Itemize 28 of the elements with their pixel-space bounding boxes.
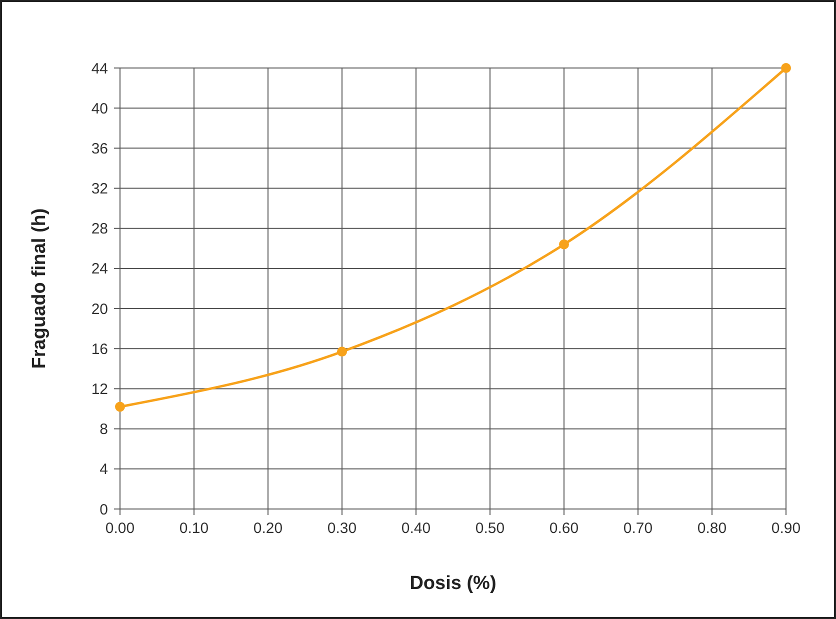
y-tick-label: 20 xyxy=(91,300,108,318)
y-tick-label: 24 xyxy=(91,260,108,278)
y-tick-label: 32 xyxy=(91,180,108,198)
x-tick-label: 0.10 xyxy=(179,520,209,537)
x-tick-label: 0.70 xyxy=(623,520,653,537)
y-tick-label: 4 xyxy=(100,461,108,478)
x-tick-label: 0.90 xyxy=(771,520,801,537)
y-axis-title: Fraguado final (h) xyxy=(29,208,50,369)
point xyxy=(115,402,125,412)
x-tick-label: 0.40 xyxy=(401,520,431,537)
point xyxy=(559,239,569,250)
point xyxy=(337,346,347,357)
y-tick-label: 16 xyxy=(91,340,108,358)
y-tick-label: 0 xyxy=(100,501,108,518)
x-tick-label: 0.20 xyxy=(253,520,283,537)
y-tick-label: 12 xyxy=(91,380,108,398)
y-tick-label: 40 xyxy=(91,100,108,118)
x-tick-label: 0.50 xyxy=(475,520,505,537)
y-tick-label: 28 xyxy=(91,220,108,238)
x-tick-label: 0.00 xyxy=(105,520,135,537)
x-axis-title: Dosis (%) xyxy=(410,573,496,594)
x-tick-label: 0.30 xyxy=(327,520,357,537)
y-tick-label: 44 xyxy=(91,60,108,78)
y-tick-label: 36 xyxy=(91,140,108,158)
point xyxy=(781,63,791,73)
x-tick-label: 0.60 xyxy=(549,520,579,537)
y-tick-label: 8 xyxy=(100,421,108,438)
x-tick-label: 0.80 xyxy=(697,520,727,537)
